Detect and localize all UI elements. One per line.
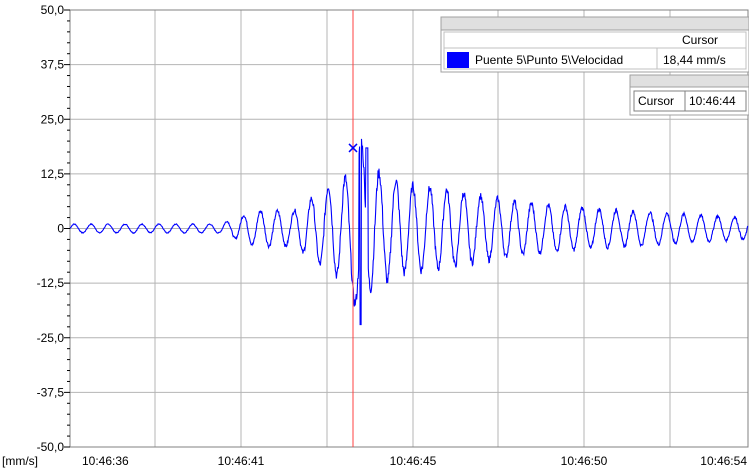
y-tick-label: 50,0 xyxy=(41,3,65,17)
cursor-box-label: Cursor xyxy=(638,94,674,108)
y-tick-label: -12,5 xyxy=(37,276,65,290)
x-tick-label: 10:46:41 xyxy=(218,454,265,468)
legend-swatch xyxy=(447,52,469,68)
y-tick-label: -50,0 xyxy=(37,440,65,454)
cursor-marker xyxy=(348,143,358,153)
cursor-layer[interactable] xyxy=(348,10,358,447)
legend-series-row[interactable] xyxy=(443,47,747,70)
x-tick-label: 10:46:54 xyxy=(700,454,747,468)
cursor-box-field xyxy=(633,90,747,112)
y-tick-label: 37,5 xyxy=(41,58,65,72)
legend-titlebar xyxy=(440,16,749,31)
cursor-box-time: 10:46:44 xyxy=(689,94,736,108)
cursor-time-box: Cursor 10:46:44 xyxy=(629,74,749,116)
x-tick-label: 10:46:45 xyxy=(390,454,437,468)
axis-layer: 50,0 37,5 25,0 12,5 0 -12,5 -25,0 -37,5 -50,0 10:… xyxy=(2,3,747,468)
y-tick-label: 25,0 xyxy=(41,112,65,126)
legend-box: Cursor Puente 5\Punto 5\Velocidad 18,44 … xyxy=(440,16,749,73)
series-layer xyxy=(69,138,749,326)
y-tick-label: -25,0 xyxy=(37,331,65,345)
y-tick-label: 12,5 xyxy=(41,167,65,181)
y-unit-label: [mm/s] xyxy=(2,454,38,468)
legend-value: 18,44 mm/s xyxy=(663,53,726,67)
series-line xyxy=(69,138,749,326)
x-tick-label: 10:46:36 xyxy=(82,454,129,468)
cursor-box-titlebar xyxy=(629,74,749,88)
legend-header: Cursor xyxy=(682,33,718,47)
y-tick-label: -37,5 xyxy=(37,385,65,399)
y-tick-label: 0 xyxy=(57,222,64,236)
x-tick-label: 10:46:50 xyxy=(561,454,608,468)
legend-series-label: Puente 5\Punto 5\Velocidad xyxy=(475,53,623,67)
